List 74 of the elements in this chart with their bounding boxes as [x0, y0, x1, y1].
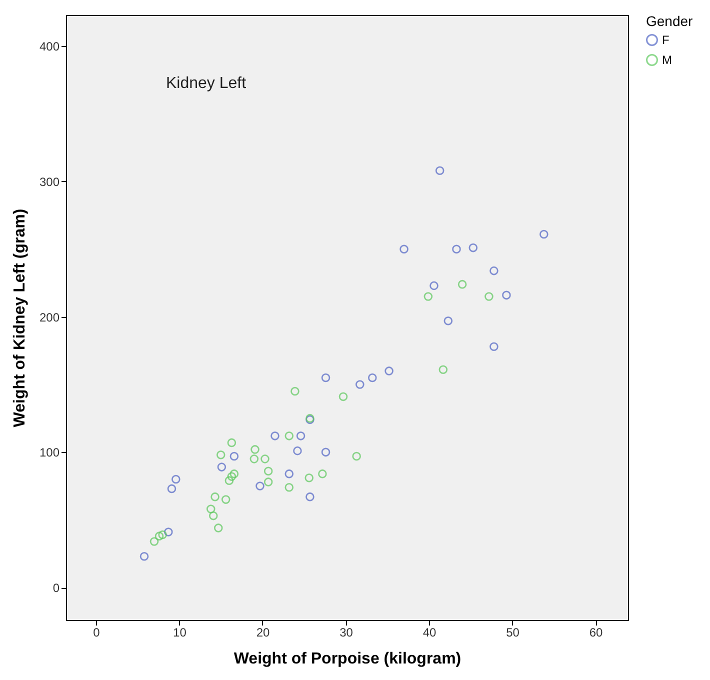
point — [306, 492, 314, 502]
point — [164, 528, 173, 536]
point — [321, 448, 330, 457]
point — [230, 469, 239, 478]
legend-label: F — [662, 33, 670, 47]
point — [158, 530, 167, 540]
point — [444, 316, 453, 326]
point — [468, 243, 478, 252]
y-tick-label: 0 — [52, 581, 60, 596]
point — [150, 537, 159, 546]
point — [217, 462, 226, 472]
point — [154, 532, 164, 540]
point — [250, 445, 260, 454]
point — [284, 482, 294, 492]
x-tick-label: 60 — [589, 626, 604, 640]
point — [321, 373, 330, 382]
annotation: Kidney Left — [166, 75, 247, 92]
y-axis-title: Weight of Kidney Left (gram) — [11, 208, 28, 428]
point — [230, 452, 239, 461]
point — [227, 438, 236, 448]
x-tick-label: 0 — [93, 626, 100, 640]
x-tick-label: 10 — [173, 626, 187, 640]
point — [284, 469, 294, 478]
point — [210, 492, 220, 502]
point — [296, 432, 306, 440]
point — [435, 166, 444, 176]
y-tick-label: 100 — [39, 446, 60, 460]
point — [484, 292, 494, 301]
x-axis-title: Weight of Porpoise (kilogram) — [234, 650, 462, 668]
y-tick-label: 400 — [39, 40, 60, 54]
point — [167, 484, 176, 494]
point — [384, 366, 394, 376]
point — [400, 244, 408, 254]
point — [304, 473, 314, 482]
point — [355, 380, 364, 389]
point — [221, 495, 230, 504]
x-tick-label: 20 — [256, 626, 270, 640]
x-tick-label: 50 — [506, 626, 520, 640]
point — [368, 373, 377, 382]
point — [490, 266, 498, 276]
point — [338, 392, 348, 402]
point — [540, 230, 548, 239]
point — [270, 432, 280, 440]
point — [140, 552, 149, 561]
x-tick-label: 30 — [340, 626, 354, 640]
point — [438, 365, 448, 374]
x-tick-label: 40 — [422, 626, 437, 640]
point — [208, 511, 218, 520]
y-tick-label: 200 — [39, 310, 60, 324]
point — [284, 432, 294, 440]
point — [224, 476, 234, 485]
point — [452, 244, 461, 254]
legend-label: M — [662, 53, 672, 67]
point — [264, 466, 273, 476]
point — [256, 482, 264, 490]
point — [216, 450, 226, 460]
point — [171, 474, 180, 484]
point — [214, 524, 223, 532]
point — [318, 469, 327, 478]
point — [458, 280, 467, 289]
point — [250, 454, 259, 464]
point — [424, 292, 433, 301]
point — [293, 446, 302, 456]
point — [264, 478, 273, 486]
point — [206, 504, 216, 514]
y-tick-label: 300 — [39, 174, 60, 189]
point — [260, 454, 270, 464]
point — [430, 281, 438, 290]
point — [502, 290, 511, 300]
point — [227, 472, 236, 481]
legend-title: Gender — [646, 13, 694, 29]
point — [290, 386, 300, 396]
point — [352, 452, 361, 461]
point — [490, 342, 498, 351]
